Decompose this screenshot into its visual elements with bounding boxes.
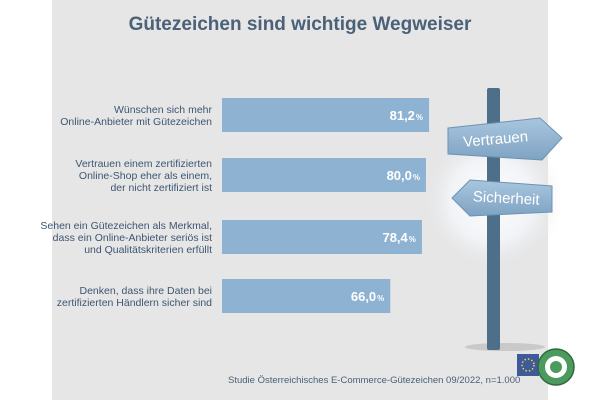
bar-value-unit: %: [409, 235, 416, 244]
category-label-4: Denken, dass ihre Daten bei zertifizierte…: [57, 285, 212, 309]
bar-value-label-2: 80,0%: [387, 168, 420, 183]
category-label-line: Sehen ein Gütezeichen als Merkmal,: [40, 220, 212, 232]
bars-group: 81,2% Wünschen sich mehr Online-Anbieter m…: [40, 98, 430, 313]
category-label-3: Sehen ein Gütezeichen als Merkmal, dass e…: [40, 220, 212, 256]
bar-value-label-1: 81,2%: [390, 108, 423, 123]
bar-value-unit: %: [416, 113, 423, 122]
source-note: Studie Österreichisches E-Commerce-Gütez…: [228, 375, 521, 386]
bar-value-number: 78,4: [382, 230, 408, 245]
bar-value-unit: %: [377, 294, 384, 303]
bar-value-label-4: 66,0%: [351, 289, 384, 304]
eu-stars-icon: [521, 358, 535, 372]
category-label-line: und Qualitätskriterien erfüllt: [84, 244, 212, 256]
logos: [517, 348, 575, 386]
sign-sicherheit-label: Sicherheit: [472, 188, 540, 209]
eu-logo: [517, 354, 539, 376]
category-label-2: Vertrauen einem zertifizierten Online-Sho…: [75, 158, 212, 194]
category-label-line: dass ein Online-Anbieter seriös ist: [53, 232, 212, 244]
category-label-line: Denken, dass ihre Daten bei: [80, 285, 213, 297]
category-label-1: Wünschen sich mehr Online-Anbieter mit Gü…: [60, 104, 212, 128]
sign-sicherheit: Sicherheit: [451, 179, 553, 217]
bar-value-number: 81,2: [390, 108, 415, 123]
pole-shadow: [465, 343, 545, 351]
bar-value-number: 66,0: [351, 289, 376, 304]
signpost-illustration: Vertrauen Sicherheit: [422, 88, 563, 351]
bar-value-unit: %: [413, 173, 420, 182]
bar-value-number: 80,0: [387, 168, 412, 183]
bar-value-label-3: 78,4%: [382, 230, 415, 245]
category-label-line: Vertrauen einem zertifizierten: [75, 158, 212, 170]
sign-vertrauen: Vertrauen: [447, 117, 563, 161]
sign-vertrauen-label: Vertrauen: [462, 128, 528, 151]
category-label-line: Online-Shop eher als einem,: [79, 170, 212, 182]
bar-3: [222, 220, 422, 254]
bar-1: [222, 98, 430, 132]
seal-center-icon: [550, 361, 562, 373]
category-label-line: zertifizierten Händlern sicher sind: [57, 297, 212, 309]
category-label-line: Wünschen sich mehr: [114, 104, 213, 116]
category-label-line: Online-Anbieter mit Gütezeichen: [60, 116, 212, 128]
category-label-line: der nicht zertifiziert ist: [110, 182, 212, 194]
bar-4: [222, 279, 391, 313]
chart-title: Gütezeichen sind wichtige Wegweiser: [128, 14, 472, 35]
bar-2: [222, 158, 426, 192]
